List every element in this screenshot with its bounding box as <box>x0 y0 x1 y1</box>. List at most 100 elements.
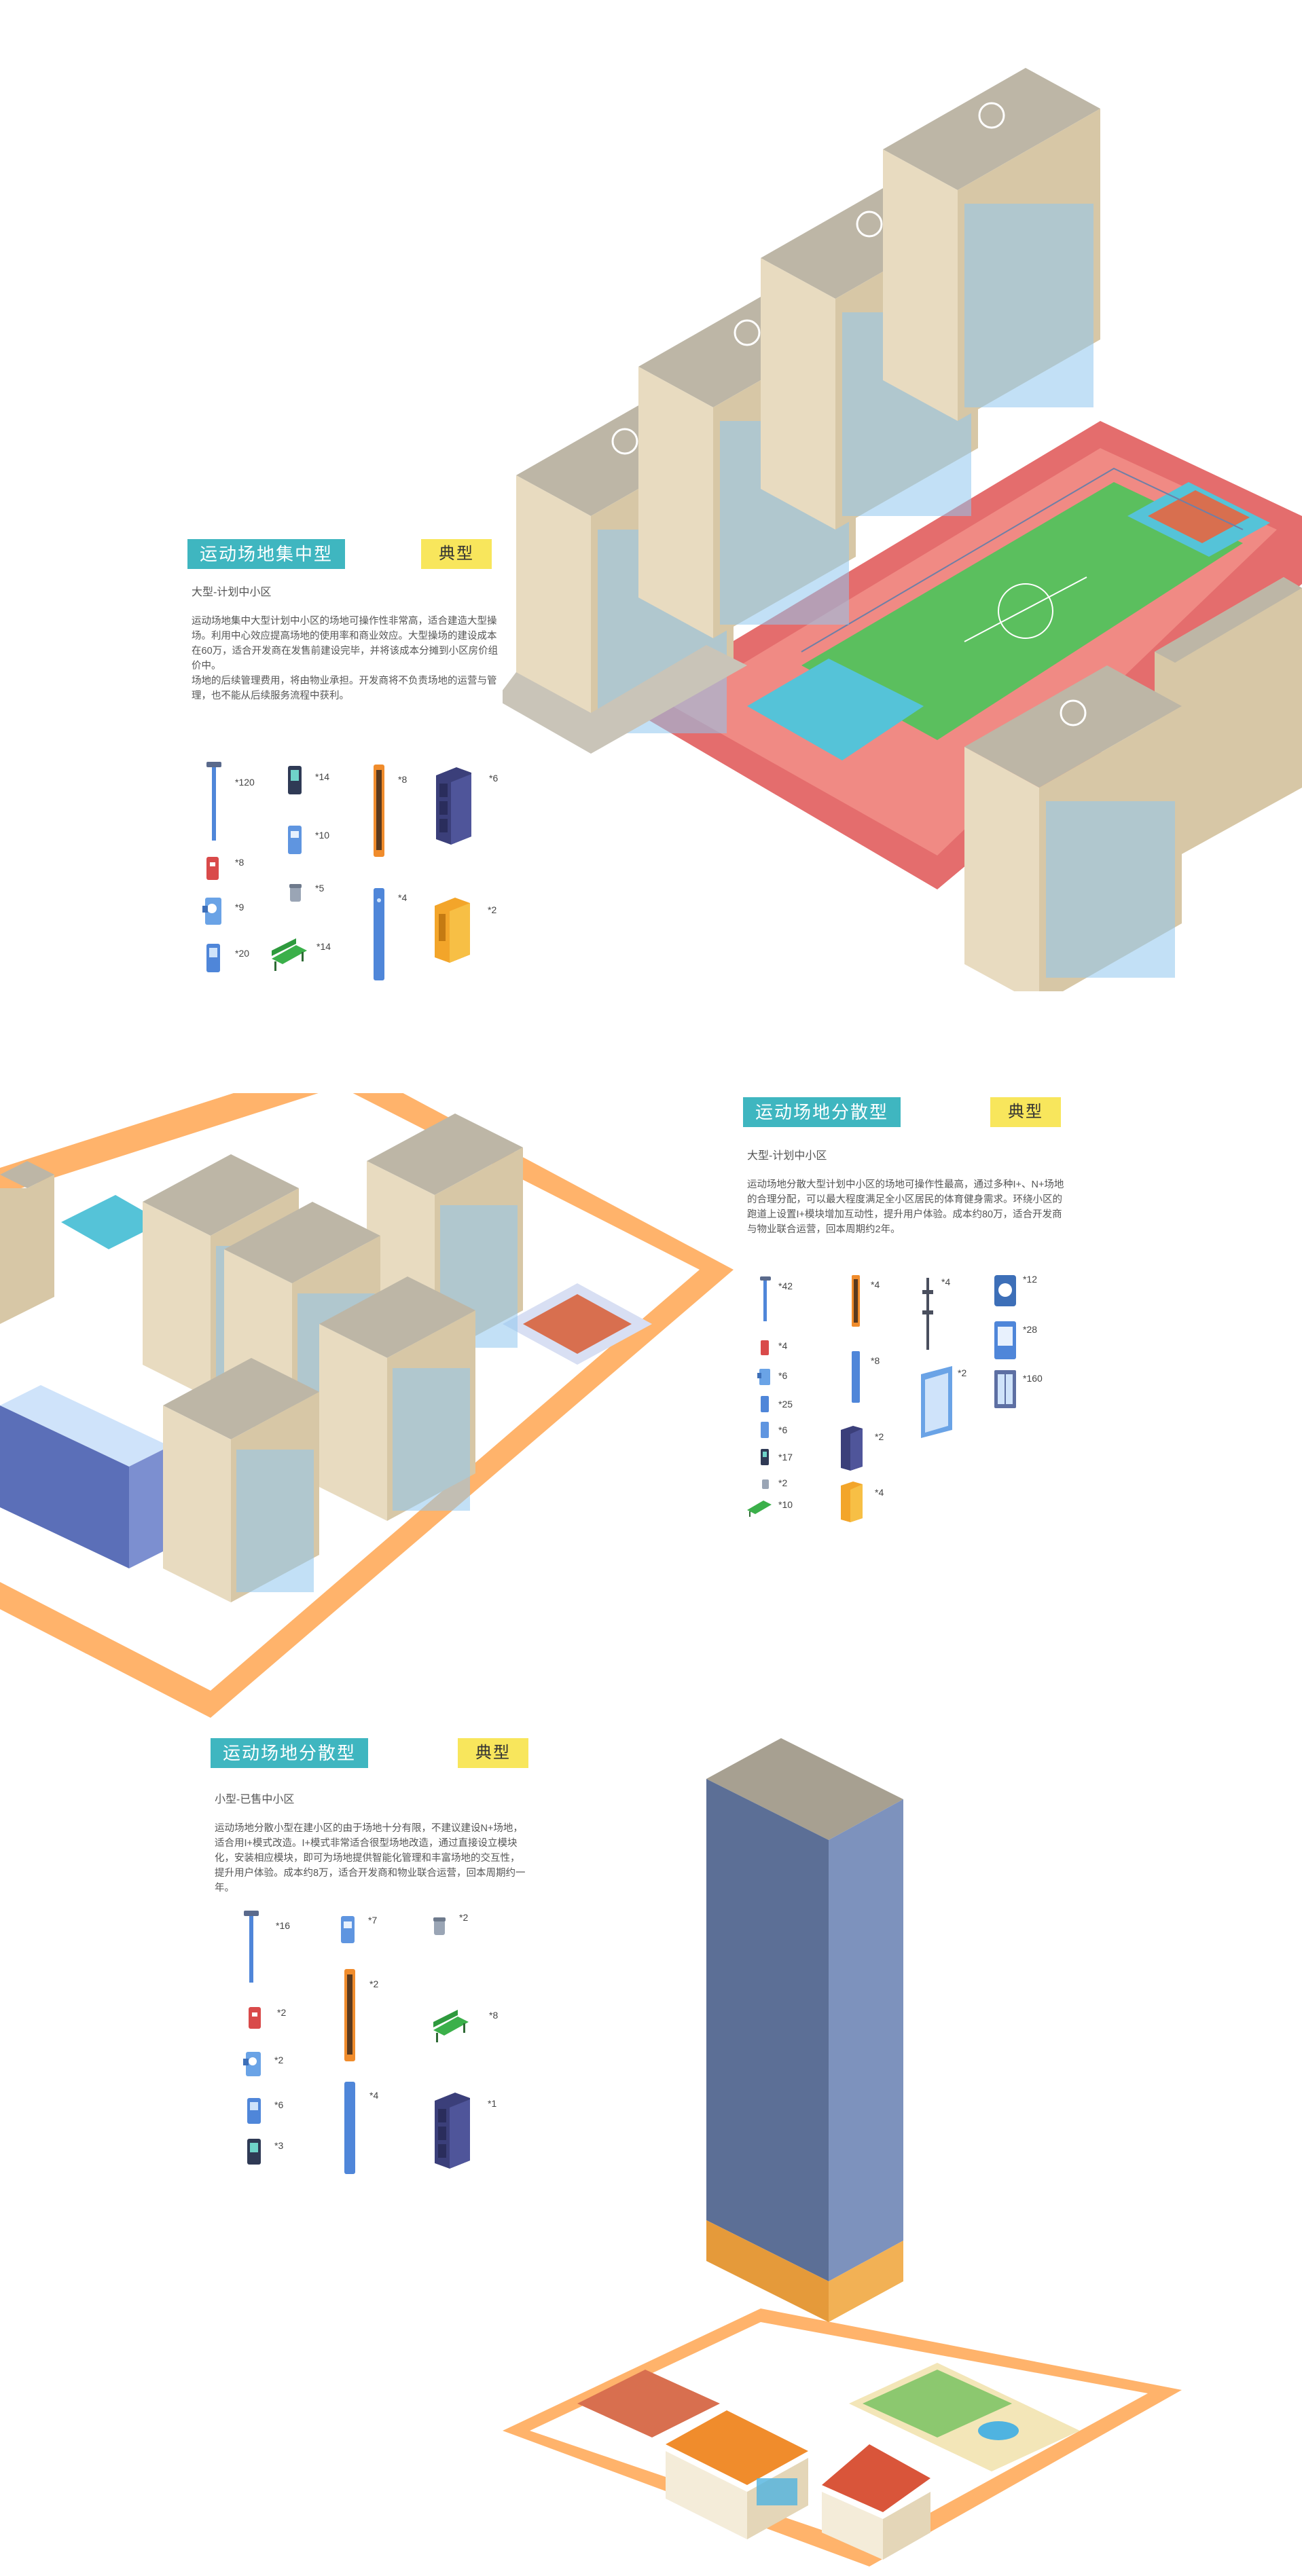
equipment-item: *4 <box>850 1274 880 1331</box>
equipment-quantity: *6 <box>274 2099 284 2110</box>
equipment-item: *6 <box>433 766 498 849</box>
section-subtitle: 大型-计划中小区 <box>192 587 272 598</box>
centralized-sports-scene <box>503 68 1302 991</box>
info-panel-icon <box>247 2098 261 2124</box>
equipment-quantity: *160 <box>1023 1373 1043 1384</box>
smart-terminal-icon <box>288 766 302 794</box>
equipment-quantity: *5 <box>315 883 325 894</box>
equipment-quantity: *6 <box>778 1424 788 1435</box>
fitness-pillar-icon <box>374 765 384 857</box>
equipment-quantity: *42 <box>778 1281 793 1291</box>
field-fence <box>801 467 1244 652</box>
section-subtitle: 小型-已售中小区 <box>215 1794 295 1805</box>
section-title: 运动场地分散型 <box>743 1097 901 1127</box>
equipment-item: *4 <box>921 1276 950 1355</box>
equipment-item: *2 <box>242 2050 283 2081</box>
fire-extinguisher-icon <box>761 1340 769 1355</box>
smart-terminal-icon <box>247 2139 261 2165</box>
equipment-quantity: *4 <box>778 1340 788 1351</box>
equipment-quantity: *25 <box>778 1399 793 1410</box>
residential-building <box>964 665 1182 991</box>
trash-bin-icon <box>289 884 302 902</box>
round-screen-icon <box>994 1275 1016 1306</box>
equipment-quantity: *8 <box>871 1355 880 1366</box>
equipment-item: *4 <box>759 1339 787 1360</box>
fitness-pillar-icon <box>852 1275 860 1327</box>
park-bench-icon <box>747 1501 772 1517</box>
center-circle <box>998 583 1053 639</box>
equipment-item: *4 <box>371 887 407 985</box>
section-title: 运动场地分散型 <box>211 1738 369 1768</box>
equipment-item: *7 <box>340 1915 377 1948</box>
typical-tag: 典型 <box>458 1738 528 1768</box>
section-title: 运动场地集中型 <box>187 539 346 569</box>
equipment-quantity: *9 <box>235 902 245 913</box>
equipment-item: *2 <box>432 896 496 968</box>
equipment-quantity: *4 <box>398 892 408 903</box>
equipment-quantity: *2 <box>369 1979 379 1989</box>
storage-locker-icon <box>435 2093 470 2169</box>
equipment-item: *2 <box>839 1424 884 1475</box>
description-paragraph: 运动场地分散大型计划中小区的场地可操作性最高，通过多种I+、N+场地的合理分配，… <box>747 1179 1064 1235</box>
equipment-item: *42 <box>758 1275 793 1326</box>
storage-locker-icon <box>436 767 471 845</box>
equipment-quantity: *2 <box>488 904 497 915</box>
fountain <box>978 2421 1019 2440</box>
residential-building <box>0 1161 54 1324</box>
park-bench-icon <box>433 2010 469 2042</box>
field-halfway-line <box>964 576 1087 642</box>
residential-building <box>319 1276 475 1521</box>
equipment-quantity: *8 <box>398 774 408 785</box>
sign-post-icon <box>374 888 384 980</box>
street-lamp-icon <box>206 762 221 841</box>
ticket-gate-icon <box>761 1422 769 1438</box>
equipment-item: *25 <box>759 1395 793 1417</box>
glass-gym-building <box>0 1385 170 1568</box>
equipment-item: *4 <box>839 1480 884 1527</box>
antenna-pole-icon <box>922 1278 933 1350</box>
equipment-quantity: *8 <box>489 2010 499 2021</box>
equipment-item: *6 <box>759 1420 787 1443</box>
wall-camera-icon <box>243 2052 261 2076</box>
description-paragraph: 运动场地分散小型在建小区的由于场地十分有限，不建议建设N+场地，适合用I+模式改… <box>215 1823 526 1894</box>
section-centralized: 运动场地集中型 典型 大型-计划中小区 运动场地集中大型计划中小区的场地可操作性… <box>0 0 1302 1005</box>
equipment-quantity: *20 <box>235 948 250 959</box>
equipment-quantity: *2 <box>274 2055 284 2065</box>
street-lamp-icon <box>760 1276 771 1321</box>
wall-camera-icon <box>202 898 221 925</box>
equipment-item: *2 <box>920 1365 966 1443</box>
playground-lawn <box>863 2370 1012 2437</box>
equipment-item: *28 <box>992 1320 1037 1364</box>
wall-camera-icon <box>757 1369 770 1385</box>
equipment-quantity: *1 <box>488 2098 497 2109</box>
equipment-quantity: *4 <box>941 1276 951 1287</box>
sign-post-icon <box>344 2082 355 2174</box>
fire-extinguisher-icon <box>206 857 219 880</box>
ticket-gate-icon <box>341 1916 355 1943</box>
section-description: 运动场地分散大型计划中小区的场地可操作性最高，通过多种I+、N+场地的合理分配，… <box>747 1177 1066 1237</box>
trash-bin-icon <box>762 1479 769 1489</box>
equipment-quantity: *12 <box>1023 1274 1038 1285</box>
equipment-item: *16 <box>242 1909 290 1987</box>
equipment-quantity: *3 <box>274 2140 284 2151</box>
equipment-quantity: *4 <box>871 1279 880 1290</box>
equipment-item: *10 <box>287 824 329 859</box>
description-paragraph: 场地的后续管理费用，将由物业承担。开发商将不负责场地的运营与管理，也不能从后续服… <box>192 676 497 701</box>
equipment-quantity: *2 <box>875 1431 884 1442</box>
residential-building <box>163 1358 319 1602</box>
basketball-court <box>577 2370 720 2437</box>
small-community-scene <box>503 1738 1182 2566</box>
equipment-item: *1 <box>432 2091 496 2173</box>
equipment-quantity: *28 <box>1023 1324 1038 1335</box>
basketball-court <box>523 1294 632 1354</box>
equipment-quantity: *6 <box>489 773 499 784</box>
equipment-quantity: *2 <box>778 1477 788 1488</box>
section-subtitle: 大型-计划中小区 <box>747 1150 827 1162</box>
tennis-court <box>1148 490 1250 543</box>
equipment-quantity: *7 <box>368 1915 378 1926</box>
section-distributed-small: 运动场地分散型 典型 小型-已售中小区 运动场地分散小型在建小区的由于场地十分有… <box>0 1725 1302 2576</box>
equipment-item: *5 <box>288 883 324 906</box>
equipment-quantity: *14 <box>317 941 331 952</box>
smart-terminal-icon <box>761 1449 769 1465</box>
glass-door-icon <box>921 1366 952 1438</box>
